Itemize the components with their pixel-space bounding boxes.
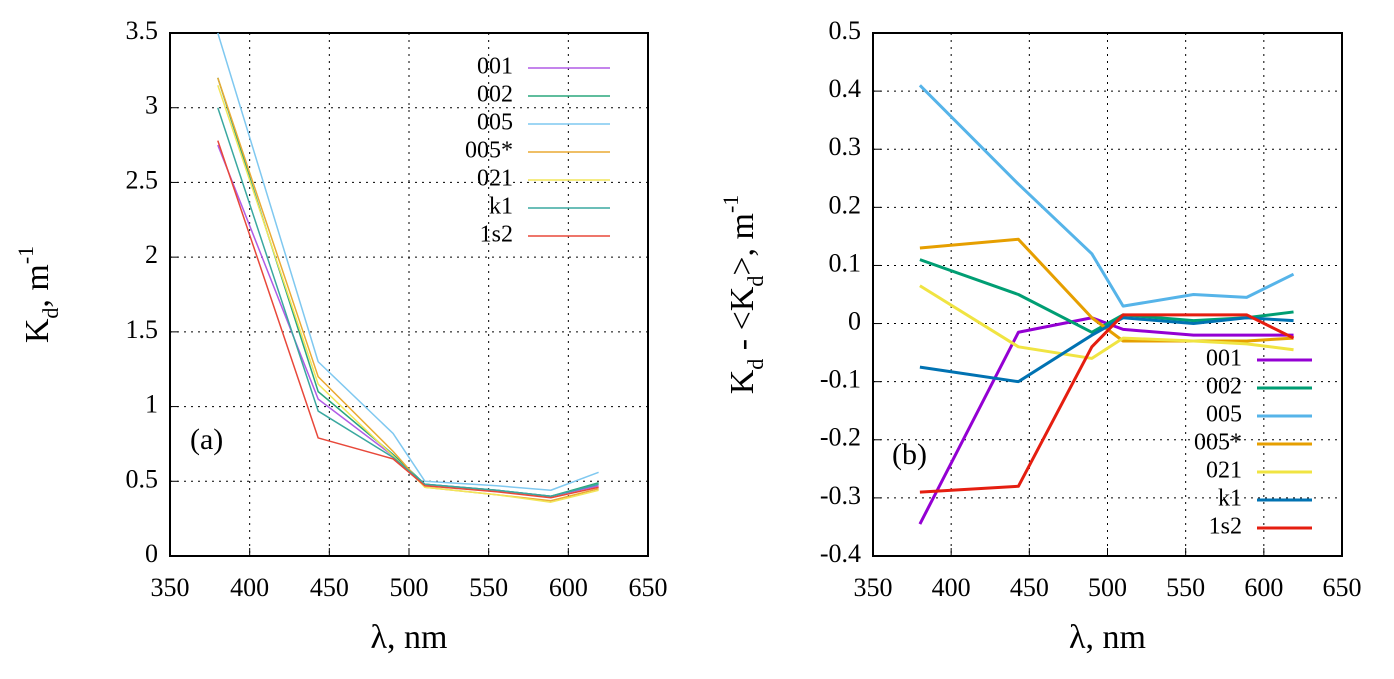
y-axis-label-part: d <box>38 308 63 319</box>
data-line <box>919 316 1294 384</box>
legend-label: 001 <box>477 54 513 80</box>
data-line <box>217 144 599 497</box>
x-tick-label: 350 <box>854 573 893 602</box>
y-tick-label: 0 <box>848 307 861 336</box>
legend-label: 021 <box>477 166 513 192</box>
y-tick-label: 0.3 <box>829 132 862 161</box>
y-tick-label: -0.3 <box>820 481 861 510</box>
y-axis-label-part: , m <box>19 264 56 307</box>
y-tick-label: 2 <box>145 240 158 269</box>
legend-label: 002 <box>1206 374 1242 400</box>
annotation: (b) <box>892 438 927 471</box>
data-line <box>919 284 1294 360</box>
y-axis-label-part: d <box>743 359 768 370</box>
legend-label: 005* <box>465 138 513 164</box>
x-tick-label: 650 <box>1323 573 1362 602</box>
legend-label: 005 <box>477 110 513 136</box>
y-axis-label-part: K <box>724 369 761 394</box>
y-tick-label: 0.2 <box>829 190 862 219</box>
annotation: (a) <box>190 423 223 456</box>
y-tick-label: 1.5 <box>126 315 159 344</box>
x-axis-label: λ, nm <box>1069 619 1146 656</box>
y-axis-label-part: d <box>743 276 768 287</box>
y-tick-label: -0.2 <box>820 423 861 452</box>
plot-frame <box>872 32 1343 557</box>
y-tick-label: 3.5 <box>126 16 159 45</box>
legend-label: 005* <box>1194 430 1242 456</box>
legend-label: k1 <box>1218 486 1242 512</box>
y-tick-label: 0.5 <box>126 464 159 493</box>
legend-label: 1s2 <box>1209 514 1242 540</box>
data-line <box>918 84 1295 308</box>
x-tick-label: 550 <box>1166 573 1205 602</box>
x-tick-label: 600 <box>1244 573 1283 602</box>
data-line <box>217 140 599 499</box>
y-tick-label: 1 <box>145 390 158 419</box>
y-tick-label: 0.4 <box>829 74 862 103</box>
y-tick-label: 0.5 <box>829 16 862 45</box>
y-axis-label-part: -1 <box>13 246 38 264</box>
y-axis-label-part: -1 <box>718 195 743 213</box>
y-axis-label: Kd, m-1 <box>13 246 63 343</box>
y-tick-label: -0.4 <box>820 539 861 568</box>
data-line <box>217 85 599 503</box>
x-tick-label: 500 <box>1088 573 1127 602</box>
y-axis-label-part: K <box>19 318 56 343</box>
legend-label: 002 <box>477 82 513 108</box>
x-tick-label: 350 <box>151 573 190 602</box>
legend-label: 001 <box>1206 346 1242 372</box>
legend-label: k1 <box>489 194 513 220</box>
y-tick-label: 3 <box>145 91 158 120</box>
x-tick-label: 450 <box>1010 573 1049 602</box>
x-tick-label: 600 <box>549 573 588 602</box>
data-line <box>217 77 599 497</box>
data-line <box>918 316 1294 525</box>
y-axis-label-part: - <K <box>724 286 761 358</box>
x-tick-label: 400 <box>230 573 269 602</box>
x-tick-label: 500 <box>390 573 429 602</box>
x-tick-label: 450 <box>310 573 349 602</box>
data-line <box>217 107 599 497</box>
y-axis-label: Kd - <Kd>, m-1 <box>718 195 768 395</box>
x-tick-label: 550 <box>469 573 508 602</box>
x-tick-label: 650 <box>629 573 668 602</box>
y-tick-label: -0.1 <box>820 365 861 394</box>
data-line <box>919 237 1294 343</box>
data-line <box>919 313 1295 494</box>
x-tick-label: 400 <box>932 573 971 602</box>
legend-label: 021 <box>1206 458 1242 484</box>
plot-frame <box>169 32 649 557</box>
y-tick-label: 2.5 <box>126 165 159 194</box>
legend-label: 1s2 <box>480 222 513 248</box>
y-tick-label: 0 <box>145 539 158 568</box>
data-line <box>217 32 599 492</box>
y-axis-label-part: >, m <box>724 213 761 276</box>
x-axis-label: λ, nm <box>371 619 448 656</box>
legend-label: 005 <box>1206 402 1242 428</box>
y-tick-label: 0.1 <box>829 248 862 277</box>
